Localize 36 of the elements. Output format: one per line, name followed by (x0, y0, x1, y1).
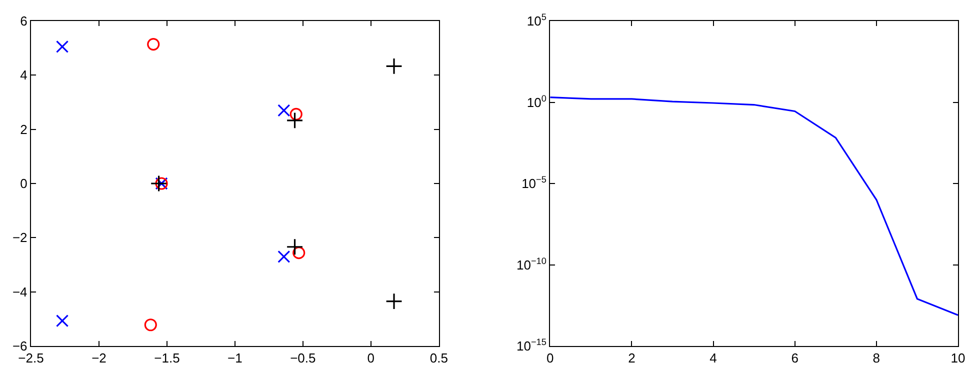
point (144, 318, 157, 332)
y-tick-label: 10$^{−15}$ (516, 337, 546, 354)
point (286, 238, 304, 256)
point (150, 175, 168, 192)
x-tick-label: 6 (791, 350, 798, 366)
x-tick-label: 2 (628, 350, 636, 366)
y-tick-label: 2 (20, 122, 28, 137)
x-tick-label: −1 (228, 350, 242, 366)
x-tick-label: 8 (872, 350, 880, 366)
point (278, 104, 290, 117)
x-tick-label: 4 (710, 350, 717, 366)
point (286, 112, 304, 129)
point (292, 246, 306, 260)
y-tick-label: 4 (20, 68, 28, 83)
y-tick-label: −4 (12, 284, 28, 300)
point (386, 292, 403, 310)
point (290, 108, 302, 120)
y-tick-label: 10$^{0}$ (526, 93, 546, 110)
point (147, 38, 160, 51)
x-tick-label: 10 (950, 350, 966, 366)
x-tick-label: 0 (367, 350, 375, 366)
y-tick-label: 10$^{−5}$ (522, 174, 546, 192)
x-tick-label: 0.5 (430, 350, 448, 366)
y-tick-label: 10$^{5}$ (526, 12, 546, 29)
line-series (550, 96, 958, 316)
point (56, 314, 69, 328)
point (56, 40, 69, 54)
y-tick-label: 10$^{−10}$ (516, 256, 546, 272)
x-tick-label: −1.5 (154, 350, 180, 366)
x-tick-label: −0.5 (290, 350, 316, 366)
point (278, 250, 290, 263)
y-tick-label: 6 (20, 14, 28, 29)
y-tick-label: −2 (12, 230, 28, 246)
point (386, 58, 403, 75)
y-tick-label: 0 (20, 176, 28, 192)
x-tick-label: −2 (92, 350, 106, 366)
